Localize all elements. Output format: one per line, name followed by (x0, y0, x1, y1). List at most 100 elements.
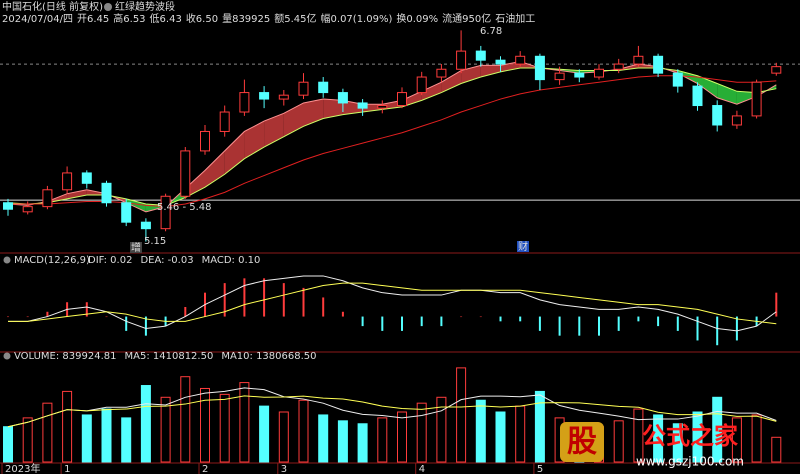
volume-bar (515, 405, 526, 463)
watermark-logo: 股 (567, 425, 597, 460)
ribbon-band (697, 75, 718, 98)
macd-bar (617, 316, 620, 331)
candle-body (239, 92, 250, 113)
volume-bar (416, 402, 427, 463)
macd-bar (184, 307, 187, 317)
candle-body (337, 92, 348, 104)
ma10-line (7, 395, 777, 428)
macd-bar (105, 316, 108, 318)
quote-info: 换0.09% (396, 12, 438, 25)
candle-body (219, 111, 230, 132)
macd-bar (558, 316, 561, 336)
indicator-value: MA5: 1410812.50 (125, 351, 214, 362)
ribbon-band (441, 70, 462, 93)
macd-bar (144, 316, 147, 336)
candle-body (495, 59, 506, 65)
candle-body (3, 202, 13, 210)
volume-bar (318, 414, 329, 463)
macd-bar (223, 283, 226, 317)
candle-body (81, 172, 92, 184)
event-marker (517, 241, 529, 252)
macd-bar (243, 278, 246, 317)
indicator-value: VOLUME: 839924.81 (14, 351, 117, 362)
volume-bar (121, 417, 132, 463)
quote-info: 开6.45 (77, 14, 109, 25)
event-marker (130, 242, 142, 253)
macd-bar (696, 316, 699, 341)
macd-bar (637, 316, 640, 322)
panel-icon (3, 352, 11, 360)
candle-body (62, 172, 73, 191)
candle-body (534, 55, 545, 81)
indicator-value: DEA: -0.03 (140, 255, 193, 266)
candle-body (278, 94, 289, 100)
macd-bar (479, 316, 482, 318)
macd-bar (499, 316, 502, 322)
volume-bar (397, 411, 407, 463)
volume-bar (42, 402, 53, 463)
quote-info: 收6.50 (186, 12, 218, 25)
macd-bar (125, 316, 128, 331)
quote-info: 2024/07/04/四 (2, 14, 73, 25)
macd-bar (401, 316, 403, 331)
candle-body (101, 182, 112, 204)
macd-bar (420, 316, 423, 327)
macd-bar (775, 292, 778, 317)
volume-bar (22, 417, 33, 463)
macd-bar (282, 283, 285, 317)
volume-bar (731, 417, 742, 463)
x-tick-label: 2 (202, 464, 208, 474)
volume-bar (692, 411, 703, 463)
candle-body (259, 92, 270, 100)
x-tick-label: 4 (419, 464, 425, 474)
volume-bar (771, 436, 782, 463)
ribbon-band (67, 189, 87, 199)
indicator-value: DIF: 0.02 (88, 255, 132, 266)
macd-bar (578, 316, 581, 336)
macd-bar (657, 316, 660, 327)
macd-bar (440, 316, 443, 327)
x-tick-label: 1 (64, 464, 70, 474)
volume-bar (357, 423, 368, 463)
volume-bar (259, 405, 270, 463)
volume-bar (475, 399, 486, 463)
candle-body (475, 50, 486, 61)
candle-body (613, 63, 624, 70)
indicator-icon (104, 3, 112, 11)
volume-bar (160, 396, 171, 463)
dif-line (8, 275, 777, 332)
candle-body (554, 72, 565, 81)
ribbon-upper (7, 60, 777, 213)
volume-bar (200, 387, 210, 463)
macd-bar (598, 316, 600, 336)
ribbon-band (244, 121, 265, 159)
candle-body (594, 68, 604, 78)
stock-name: 中国石化(日线 前复权) (2, 0, 103, 13)
candle-body (731, 115, 742, 126)
ribbon-band (126, 198, 146, 212)
volume-bar (140, 385, 151, 463)
candle-body (692, 85, 703, 107)
event-marker-label: 财 (518, 240, 528, 253)
ribbon-band (264, 113, 284, 148)
candle-body (140, 221, 151, 230)
quote-info: 额5.45亿 (274, 12, 316, 25)
watermark-site: 公式之家 (642, 422, 738, 450)
macd-bar (735, 316, 738, 341)
macd-bar (302, 287, 305, 317)
volume-bar (377, 417, 388, 463)
watermark-logo-box (560, 422, 604, 462)
candle-body (771, 66, 782, 74)
quote-info: 量839925 (222, 13, 270, 25)
annotation: 6.78 (480, 26, 502, 37)
candle-body (436, 68, 447, 78)
ribbon-band (224, 131, 245, 175)
volume-bar (436, 396, 447, 463)
candle-body (22, 206, 33, 213)
volume-bar (62, 390, 73, 463)
volume-bar (101, 408, 112, 463)
volume-bar (278, 411, 289, 463)
macd-bar (519, 316, 522, 322)
